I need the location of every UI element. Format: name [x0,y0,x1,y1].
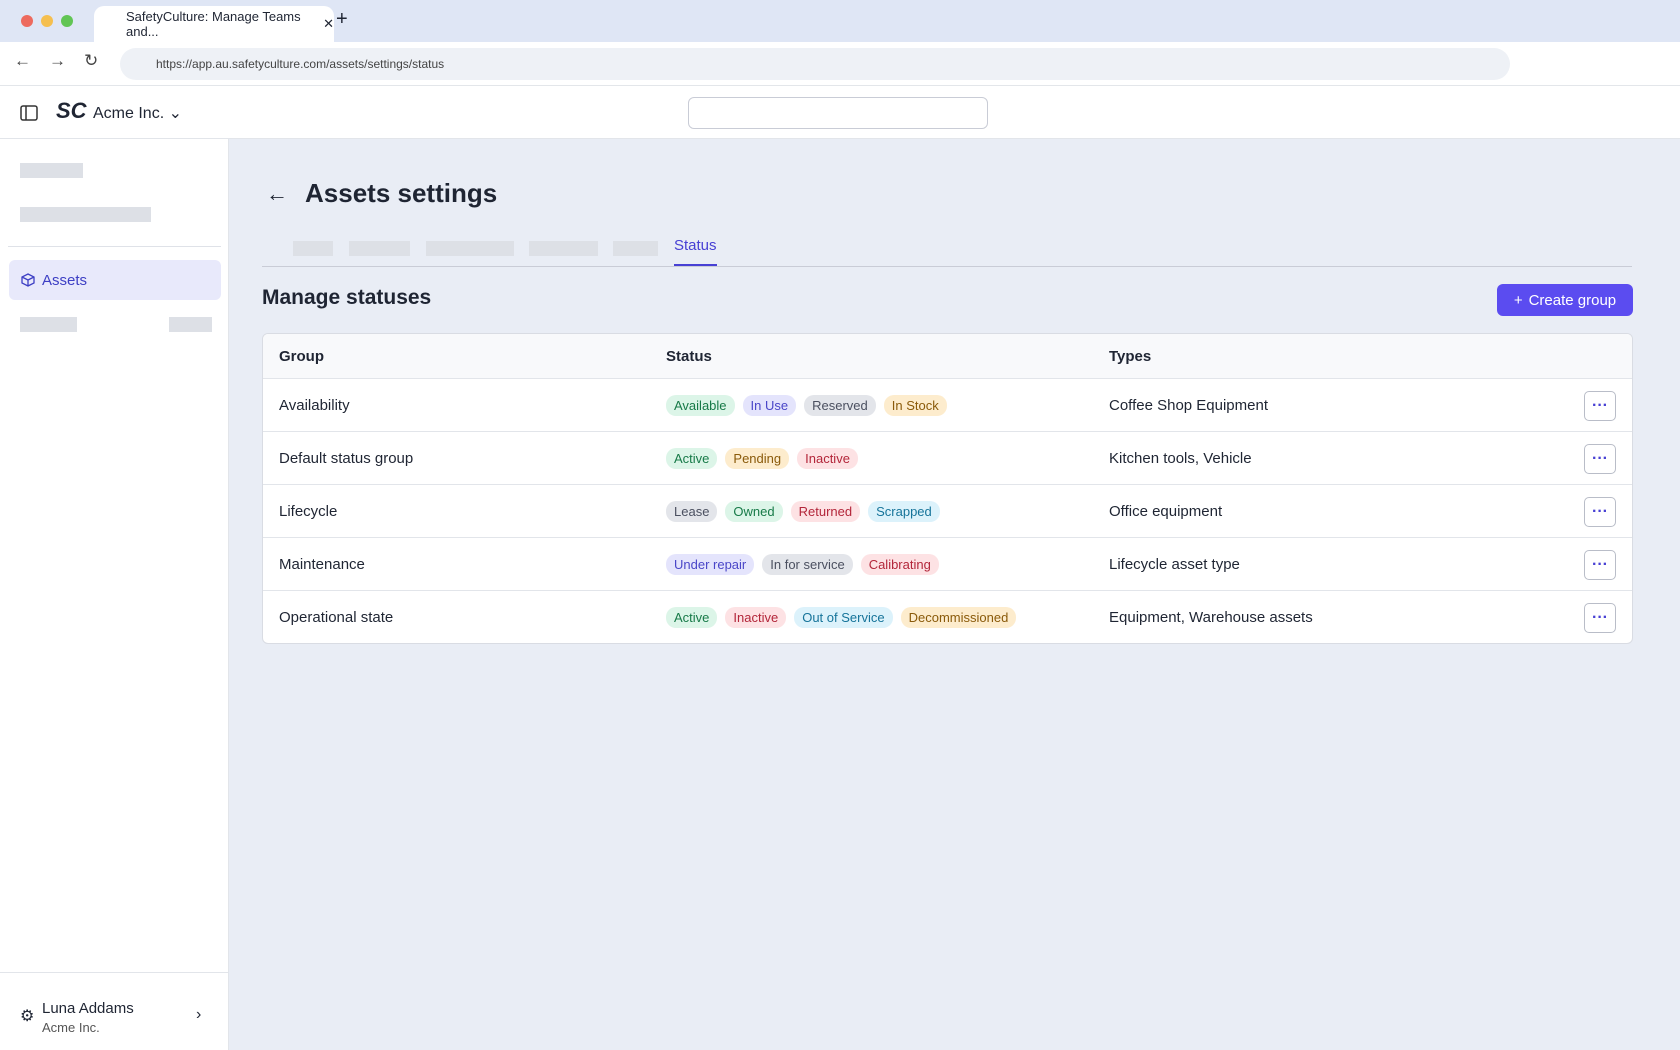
tab-divider [262,266,1632,267]
table-row: Lifecycle Lease Owned Returned Scrapped Offic… [263,484,1632,537]
search[interactable] [688,97,988,129]
table-row: Availability Available In Use Reserved In St… [263,378,1632,431]
more-button[interactable]: ··· [1584,603,1616,633]
url: https://app.au.safetyculture.com/assets/… [156,57,445,71]
status-pill: In for service [762,553,853,575]
table-row: Operational state Active Inactive Out of Se… [263,590,1632,643]
status-pill: Returned [790,500,861,522]
status-pill: Active [666,606,718,628]
status-pill: Calibrating [860,553,939,575]
user-org: Acme Inc. [42,1020,100,1035]
app-header: SC Acme Inc. ⌄ [0,86,1680,139]
status-pill: Decommissioned [900,606,1017,628]
url-field[interactable]: https://app.au.safetyculture.com/assets/… [120,48,1510,80]
column-header: Types [1109,347,1152,365]
status-pill: Active [666,447,718,469]
chevron: › [196,1006,202,1023]
group-name: Operational state [279,608,394,626]
status-pill: In Use [742,394,797,416]
table-row: Default status group Active Pending Inactiv… [263,431,1632,484]
status-pill: In Stock [883,394,947,416]
types: Kitchen tools, Vehicle [1109,449,1252,467]
user-name: Luna Addams [42,1000,134,1017]
status-list: Active Inactive Out of Service Decommission… [666,591,1017,643]
window-controls [21,15,73,27]
settings-icon: ⚙ [20,1008,35,1025]
status-list: Lease Owned Returned Scrapped [666,485,940,537]
create-group-button[interactable]: + Create group [1497,284,1633,316]
nav-assets[interactable]: Assets [9,260,221,300]
more-button[interactable]: ··· [1584,444,1616,474]
status-list: Active Pending Inactive [666,432,858,484]
status-pill: Reserved [804,394,876,416]
tab-title: SafetyCulture: Manage Teams and... [126,9,301,39]
browser-tab-bar: SafetyCulture: Manage Teams and... ✕ + [0,0,1680,42]
group-name: Maintenance [279,555,365,573]
table-header: Group Status Types [263,334,1632,378]
column-header: Group [279,347,324,365]
more-button[interactable]: ··· [1584,550,1616,580]
types: Office equipment [1109,502,1223,520]
table-row: Maintenance Under repair In for service Cal… [263,537,1632,590]
column-header: Status [666,347,712,365]
browser-tab[interactable]: SafetyCulture: Manage Teams and... ✕ [94,6,334,42]
org-switcher[interactable]: Acme Inc. ⌄ [93,105,182,122]
button-label: Create group [1528,291,1617,309]
status-pill: Out of Service [794,606,893,628]
status-pill: Available [666,394,735,416]
types: Coffee Shop Equipment [1109,396,1269,414]
status-pill: Under repair [666,553,755,575]
nav-buttons[interactable]: ←→↻ [14,51,117,70]
sidebar-toggle[interactable] [20,105,38,121]
logo: SC [56,98,87,123]
back-button[interactable]: ← [266,181,288,206]
status-list: Available In Use Reserved In Stock [666,379,947,431]
status-pill: Lease [666,500,718,522]
more-button[interactable]: ··· [1584,391,1616,421]
org-name: Acme Inc. [93,105,165,122]
section-title: Manage statuses [262,286,432,309]
status-tab[interactable]: Status [674,237,717,266]
more-button[interactable]: ··· [1584,497,1616,527]
status-pill: Inactive [725,606,787,628]
status-pill: Inactive [797,447,858,469]
page-title: Assets settings [305,178,498,208]
status-list: Under repair In for service Calibrating [666,538,939,590]
new-tab[interactable]: + [336,8,348,30]
group-name: Default status group [279,449,414,467]
user-menu[interactable]: Luna Addams Acme Inc. [42,1000,134,1035]
status-pill: Pending [725,447,790,469]
status-pill: Owned [725,500,783,522]
types: Lifecycle asset type [1109,555,1240,573]
group-name: Lifecycle [279,502,338,520]
group-name: Availability [279,396,350,414]
status-table: Group Status Types Availability Available… [262,333,1633,644]
types: Equipment, Warehouse assets [1109,608,1313,626]
status-pill: Scrapped [868,500,940,522]
nav-label: Assets [42,271,88,289]
